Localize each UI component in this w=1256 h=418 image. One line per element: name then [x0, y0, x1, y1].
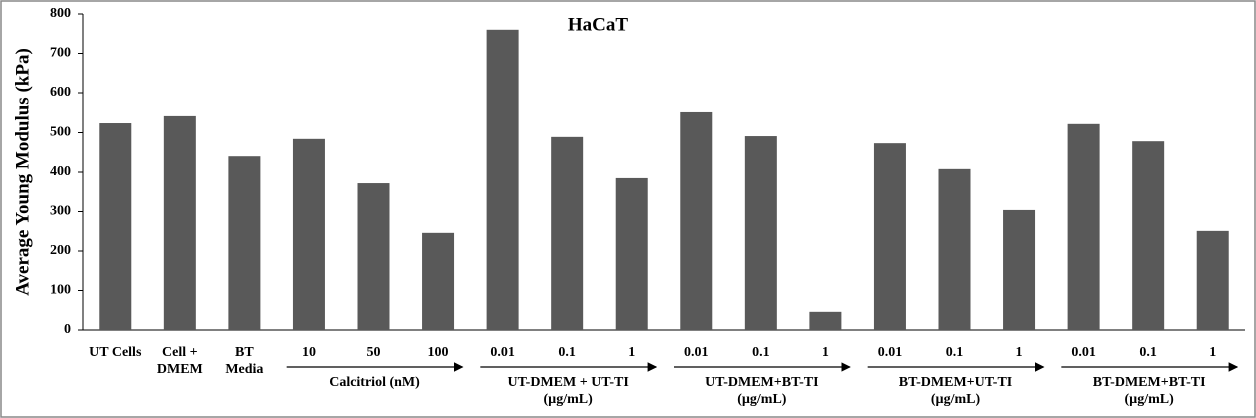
y-tick-label: 700	[50, 46, 71, 61]
bar	[99, 123, 132, 331]
group-label: (µg/mL)	[544, 392, 594, 407]
group-label: (µg/mL)	[1125, 392, 1175, 407]
y-tick-label: 100	[50, 283, 71, 298]
bar	[873, 143, 906, 330]
group-label: (µg/mL)	[931, 392, 981, 407]
x-tick-label: 0.1	[752, 345, 770, 360]
bar	[744, 136, 777, 330]
x-tick-label: 0.1	[1139, 345, 1157, 360]
bar	[1067, 123, 1100, 330]
bar	[163, 115, 196, 330]
bar	[1132, 141, 1165, 330]
y-tick-label: 800	[50, 6, 71, 21]
x-tick-label: 0.01	[684, 345, 709, 360]
group-label: BT-DMEM+BT-TI	[1093, 375, 1206, 390]
bar	[809, 311, 842, 330]
y-tick-label: 600	[50, 85, 71, 100]
bar	[680, 111, 713, 331]
x-tick-label: 1	[1209, 345, 1216, 360]
x-tick-label: 100	[428, 345, 449, 360]
chart-title: HaCaT	[568, 14, 629, 35]
x-tick-label: Media	[225, 362, 263, 377]
y-tick-label: 500	[50, 125, 71, 140]
bar	[938, 168, 971, 330]
group-label: BT-DMEM+UT-TI	[899, 375, 1013, 390]
group-label: UT-DMEM + UT-TI	[508, 375, 629, 390]
y-tick-label: 400	[50, 164, 71, 179]
x-tick-label: 0.01	[1071, 345, 1096, 360]
bar	[615, 177, 648, 330]
group-label: UT-DMEM+BT-TI	[705, 375, 819, 390]
x-tick-label: 1	[628, 345, 635, 360]
bar	[1196, 230, 1229, 330]
y-axis-label: Average Young Modulus (kPa)	[12, 48, 33, 296]
x-tick-label: 1	[1016, 345, 1023, 360]
bar	[1003, 209, 1036, 330]
bar	[357, 183, 390, 330]
x-tick-label: 1	[822, 345, 829, 360]
x-tick-label: 10	[302, 345, 316, 360]
y-tick-label: 300	[50, 204, 71, 219]
group-label: Calcitriol (nM)	[329, 375, 420, 390]
group-label: (µg/mL)	[737, 392, 787, 407]
x-tick-label: UT Cells	[89, 345, 142, 360]
bar	[422, 232, 455, 330]
y-tick-label: 0	[64, 322, 71, 337]
x-tick-label: Cell +	[162, 345, 198, 360]
x-tick-label: 50	[367, 345, 381, 360]
x-tick-label: 0.1	[946, 345, 964, 360]
bar	[292, 138, 325, 330]
bar	[551, 136, 584, 330]
x-tick-label: 0.1	[558, 345, 576, 360]
x-tick-label: 0.01	[878, 345, 903, 360]
y-tick-label: 200	[50, 243, 71, 258]
bar	[486, 29, 519, 331]
x-tick-label: 0.01	[490, 345, 515, 360]
x-tick-label: DMEM	[157, 362, 203, 377]
bar	[228, 156, 261, 330]
x-tick-label: BT	[235, 345, 254, 360]
